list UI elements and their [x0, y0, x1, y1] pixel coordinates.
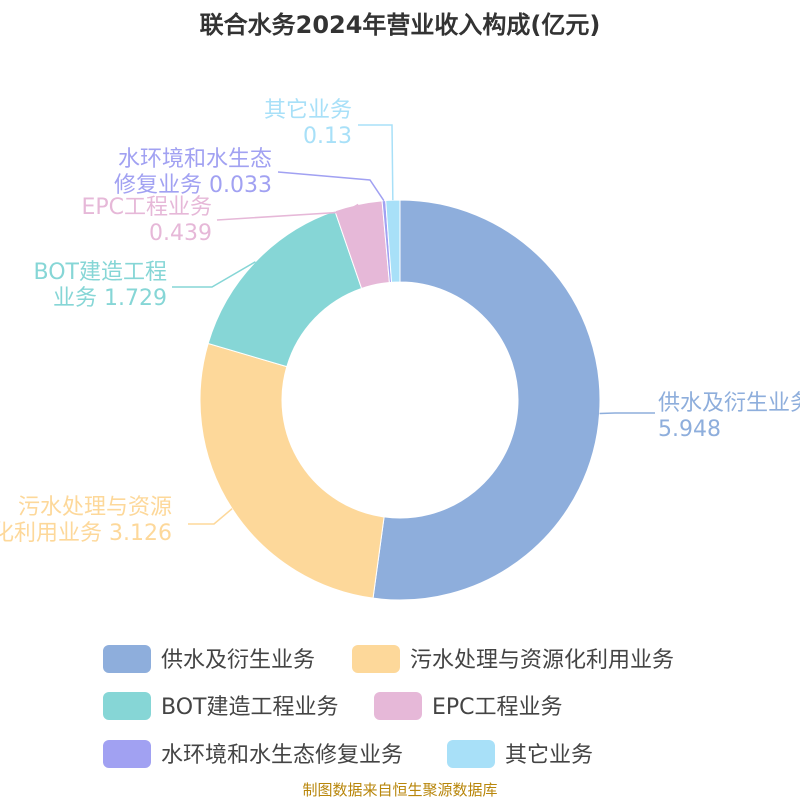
data-label-4-line-1: 修复业务 0.033 — [114, 173, 272, 198]
leader-line-5 — [358, 124, 394, 201]
source-note: 制图数据来自恒生聚源数据库 — [302, 781, 497, 799]
slice-0 — [372, 199, 601, 601]
data-label-5-line-1: 0.13 — [303, 124, 352, 149]
legend-swatch-2[interactable] — [103, 692, 151, 720]
legend-swatch-1[interactable] — [352, 645, 400, 673]
data-label-5-line-0: 其它业务 — [264, 98, 352, 123]
data-label-0-line-0: 供水及衍生业务 — [658, 391, 800, 416]
data-label-4-line-0: 水环境和水生态 — [118, 147, 272, 172]
data-label-3-line-1: 0.439 — [149, 221, 212, 246]
legend-label-4[interactable]: 水环境和水生态修复业务 — [161, 743, 403, 768]
data-label-2-line-0: BOT建造工程 — [34, 260, 167, 285]
data-label-0-line-1: 5.948 — [658, 417, 721, 442]
legend-label-5[interactable]: 其它业务 — [505, 743, 593, 768]
legend-swatch-3[interactable] — [374, 692, 422, 720]
legend-swatch-5[interactable] — [447, 740, 495, 768]
data-label-2-line-1: 业务 1.729 — [53, 286, 167, 311]
legend-label-2[interactable]: BOT建造工程业务 — [161, 695, 338, 720]
slices-group — [199, 199, 601, 601]
chart-title: 联合水务2024年营业收入构成(亿元) — [200, 11, 601, 39]
leader-line-3 — [216, 203, 359, 221]
legend: 供水及衍生业务 污水处理与资源化利用业务 BOT建造工程业务 EPC工程业务水环境和水… — [103, 645, 674, 768]
legend-label-0[interactable]: 供水及衍生业务 — [161, 648, 315, 673]
legend-swatch-4[interactable] — [103, 740, 151, 768]
leader-line-2 — [172, 261, 256, 288]
data-label-3-line-0: EPC工程业务 — [81, 195, 212, 220]
leader-line-4 — [277, 171, 385, 202]
slice-5 — [385, 199, 401, 283]
slice-2 — [207, 210, 363, 368]
legend-label-3[interactable]: EPC工程业务 — [432, 695, 563, 720]
legend-swatch-0[interactable] — [103, 645, 151, 673]
leader-line-0 — [599, 412, 655, 415]
data-label-1-line-1: 化利用业务 3.126 — [0, 521, 172, 546]
slice-1 — [199, 342, 385, 599]
data-label-1-line-0: 污水处理与资源 — [18, 495, 172, 520]
legend-label-1[interactable]: 污水处理与资源化利用业务 — [410, 648, 674, 673]
leader-line-1 — [188, 508, 233, 525]
